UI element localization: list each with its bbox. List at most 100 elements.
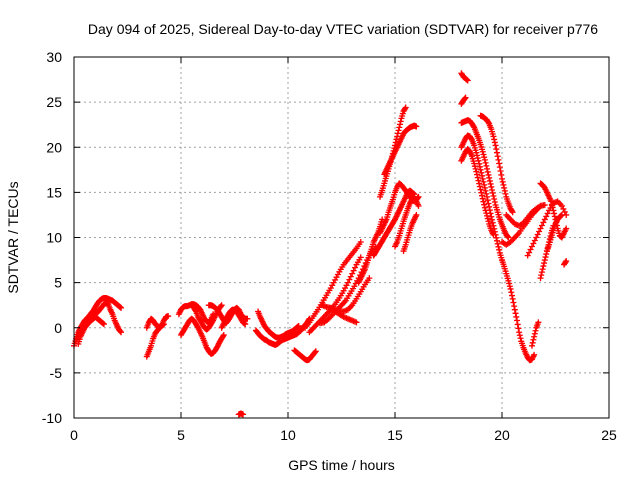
data-point (531, 351, 538, 358)
data-point (487, 180, 494, 187)
series-mid-3-4h-b (143, 321, 167, 360)
series-mid-8-11h-b (255, 308, 302, 341)
data-point (530, 336, 537, 343)
data-point (484, 165, 491, 172)
data-point (481, 181, 488, 188)
series-peak-15-16h-f (400, 211, 420, 255)
series-late-21h-f (528, 319, 542, 349)
data-point (483, 162, 490, 169)
data-point (548, 201, 555, 208)
data-point (543, 251, 550, 258)
data-point (508, 208, 515, 215)
data-point (220, 331, 227, 338)
data-point (540, 263, 547, 270)
series-late-18-19h-a (458, 117, 512, 241)
data-point (511, 303, 518, 310)
data-point (510, 299, 517, 306)
data-point (496, 164, 503, 171)
data-point (464, 77, 471, 84)
data-point (344, 279, 351, 286)
x-tick-label: 10 (280, 427, 296, 443)
series-rise-11-13h-e (327, 304, 360, 326)
y-tick-label: 0 (54, 320, 62, 336)
data-point (401, 105, 408, 112)
y-tick-label: 10 (46, 230, 62, 246)
data-point (548, 198, 555, 205)
data-point (496, 160, 503, 167)
data-point (486, 203, 493, 210)
data-point (477, 166, 484, 173)
data-point (492, 142, 499, 149)
data-point (484, 193, 491, 200)
data-point (218, 302, 225, 309)
series-late-20-22h-h (499, 202, 544, 248)
data-point (486, 174, 493, 181)
data-point (472, 165, 479, 172)
data-point (513, 317, 520, 324)
data-point (536, 228, 543, 235)
data-point (561, 208, 568, 215)
data-point (488, 213, 495, 220)
data-point (490, 231, 497, 238)
data-point (485, 218, 492, 225)
data-point (533, 234, 540, 241)
series-late-19-20h-d (477, 112, 516, 216)
data-point (484, 212, 491, 219)
y-axis-label: SDTVAR / TECUs (5, 181, 21, 293)
data-point (530, 240, 537, 247)
data-point (537, 225, 544, 232)
data-point (366, 275, 373, 282)
data-point (480, 178, 487, 185)
data-point (478, 169, 485, 176)
data-point (477, 186, 484, 193)
data-point (511, 306, 518, 313)
x-tick-label: 0 (70, 427, 78, 443)
data-point (538, 222, 545, 229)
y-tick-label: 15 (46, 184, 62, 200)
data-point (240, 411, 247, 418)
data-point (242, 321, 249, 328)
data-point (537, 202, 544, 209)
data-point (490, 192, 497, 199)
data-point (558, 202, 565, 209)
data-point (509, 209, 516, 216)
data-point (526, 249, 533, 256)
data-point (474, 171, 481, 178)
data-point (353, 319, 360, 326)
data-point (528, 243, 535, 250)
data-point (160, 321, 167, 328)
data-point (539, 266, 546, 273)
series-mid-5-6h-b (178, 315, 227, 357)
data-point (495, 156, 502, 163)
data-point (470, 123, 477, 130)
x-axis-label: GPS time / hours (288, 457, 395, 473)
data-point (531, 237, 538, 244)
data-point (480, 198, 487, 205)
data-points (71, 70, 570, 418)
data-point (488, 183, 495, 190)
data-point (117, 328, 124, 335)
series-rise-11-13h-a (302, 239, 364, 331)
data-point (558, 211, 565, 218)
data-point (531, 333, 538, 340)
data-point (540, 219, 547, 226)
data-point (489, 216, 496, 223)
data-point (479, 195, 486, 202)
data-point (499, 175, 505, 182)
data-point (549, 204, 556, 211)
data-point (542, 254, 549, 261)
x-tick-label: 25 (601, 427, 617, 443)
data-point (485, 119, 492, 126)
data-point (507, 285, 514, 292)
data-point (502, 190, 509, 197)
data-point (461, 95, 468, 102)
data-point (476, 180, 483, 187)
data-point (489, 219, 496, 226)
data-point (480, 151, 487, 158)
series-late-18-20h-c (458, 146, 497, 238)
data-point (244, 315, 251, 322)
series-early-arc-c (75, 313, 107, 347)
data-point (483, 190, 490, 197)
data-point (471, 160, 478, 167)
data-point (481, 201, 488, 208)
